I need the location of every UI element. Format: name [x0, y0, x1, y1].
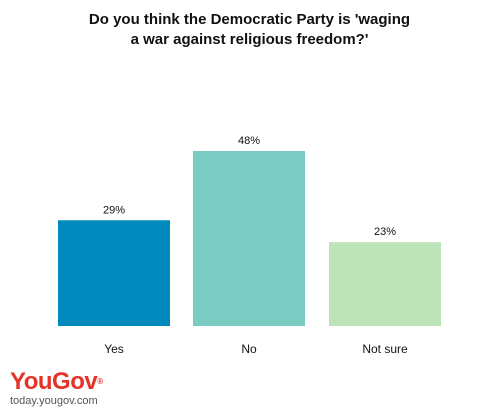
chart-title-line-1: Do you think the Democratic Party is 'wa… — [88, 11, 411, 28]
logo-gov: Gov — [52, 368, 98, 395]
logo-you: You — [10, 368, 53, 395]
bar-not-sure — [329, 242, 441, 326]
data-label: 48% — [238, 135, 260, 147]
logo-wordmark: YouGov® — [10, 370, 103, 394]
yougov-logo: YouGov® today.yougov.com — [10, 370, 103, 408]
chart-title: Do you think the Democratic Party is 'wa… — [0, 10, 499, 50]
data-label: 29% — [103, 204, 125, 216]
bar-no — [193, 151, 305, 326]
bar-yes — [58, 220, 170, 326]
category-label: Not sure — [362, 342, 408, 356]
category-label: No — [241, 342, 257, 356]
logo-url: today.yougov.com — [10, 395, 98, 407]
category-label: Yes — [104, 342, 124, 356]
data-label: 23% — [374, 226, 396, 238]
registered-mark-icon: ® — [97, 377, 103, 386]
chart-title-line-2: a war against religious freedom?' — [130, 31, 369, 48]
